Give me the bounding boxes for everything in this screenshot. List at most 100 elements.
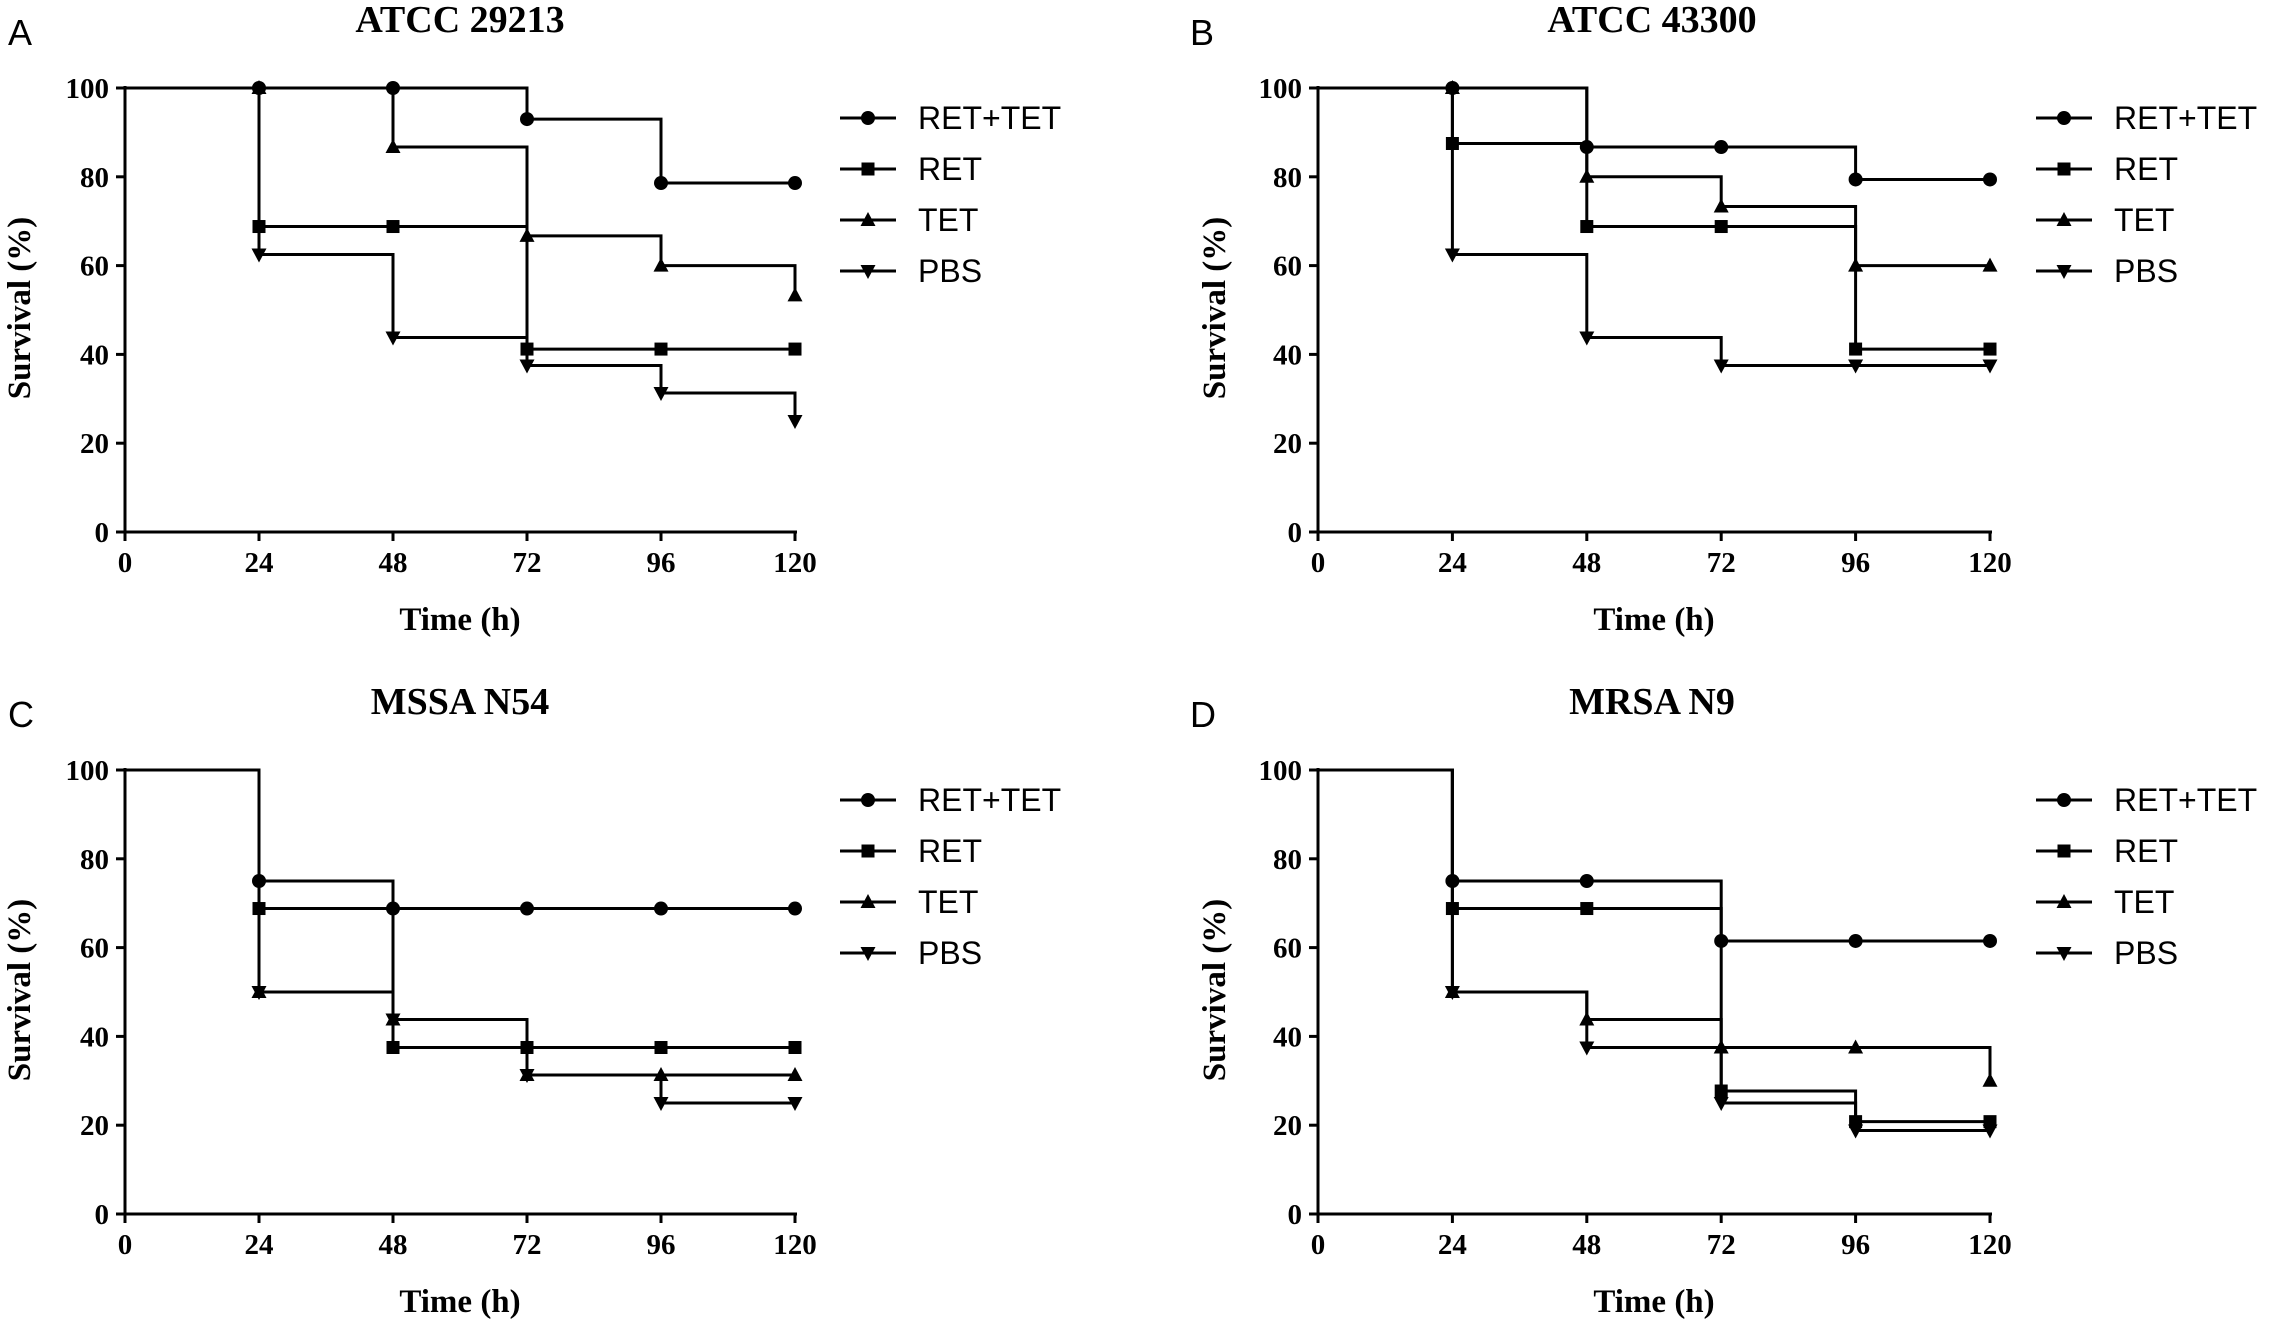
legend-label-ret-tet: RET+TET [2114, 782, 2257, 818]
y-tick-label: 40 [1273, 339, 1302, 371]
y-tick-label: 0 [95, 1199, 110, 1231]
y-tick-label: 40 [80, 339, 109, 371]
y-tick-label: 0 [1288, 1199, 1303, 1231]
legend-label-pbs: PBS [2114, 935, 2178, 971]
x-axis-label: Time (h) [1593, 1284, 1714, 1320]
y-tick-label: 80 [80, 844, 109, 876]
legend-marker-ret-tet [861, 111, 875, 125]
y-tick-label: 20 [80, 428, 109, 460]
plot-area: 0 24 48 72 96 120 0 20 40 60 80 100 [1259, 755, 2012, 1261]
data-point-pbs [1848, 359, 1864, 374]
legend-marker-ret-tet [861, 793, 875, 807]
data-point-pbs [653, 1097, 669, 1111]
x-tick-label: 96 [647, 547, 676, 579]
data-point-ret [1580, 902, 1594, 916]
data-point-tet [787, 1067, 803, 1082]
x-tick-label: 0 [1311, 547, 1326, 579]
x-tick-label: 48 [379, 1229, 408, 1261]
data-point-ret-tet [788, 176, 802, 191]
data-point-tet [1713, 198, 1729, 213]
data-point-tet [385, 139, 401, 154]
data-point-pbs [1713, 1097, 1729, 1111]
legend-label-pbs: PBS [918, 253, 982, 289]
x-axis-label: Time (h) [399, 602, 520, 638]
series-line-pbs [125, 86, 797, 421]
y-tick-label: 0 [95, 517, 110, 549]
legend-label-ret: RET [2114, 151, 2178, 187]
y-tick-label: 100 [66, 73, 110, 105]
series-line-tet [125, 86, 797, 296]
legend-label-ret-tet: RET+TET [918, 782, 1061, 818]
panel-letter: A [8, 12, 32, 53]
data-point-tet [1848, 257, 1864, 272]
plot-area: 0 24 48 72 96 120 0 20 40 60 80 100 [66, 73, 817, 579]
y-axis-label: Survival (%) [1197, 899, 1233, 1081]
series-line-pbs [1318, 768, 1990, 1133]
series-line-ret [1318, 768, 1990, 1124]
chart-title: MRSA N9 [1569, 681, 1735, 723]
series-line-ret-tet [125, 768, 795, 911]
data-point-ret [1849, 342, 1863, 356]
data-point-pbs [787, 1097, 803, 1111]
data-point-pbs [1848, 1124, 1864, 1139]
data-point-ret-tet [1848, 172, 1863, 187]
data-point-pbs [519, 1069, 535, 1084]
data-point-tet [1982, 257, 1998, 272]
legend-marker-tet [860, 894, 876, 908]
data-point-tet [1579, 168, 1595, 183]
legend-marker-ret-tet [2057, 111, 2071, 125]
y-tick-label: 60 [80, 251, 109, 283]
data-point-tet [653, 257, 669, 272]
data-point-ret-tet [1714, 140, 1729, 155]
chart-title: ATCC 29213 [355, 0, 564, 41]
y-axis-label: Survival (%) [2, 217, 38, 399]
legend-label-tet: TET [918, 202, 978, 238]
x-tick-label: 120 [773, 547, 817, 579]
x-tick-label: 72 [513, 1229, 542, 1261]
legend-marker-ret [2057, 162, 2071, 176]
panel-b: B ATCC 43300 Survival (%) Time (h) 0 24 48… [1190, 0, 2257, 638]
panel-d: D MRSA N9 Survival (%) Time (h) 0 24 48 72 9… [1190, 681, 2257, 1320]
legend-label-tet: TET [2114, 884, 2174, 920]
legend-label-pbs: PBS [918, 935, 982, 971]
series-line-tet [1318, 768, 1992, 1081]
data-point-ret-tet [654, 176, 668, 191]
data-point-ret [1983, 342, 1997, 356]
y-tick-label: 60 [1273, 251, 1302, 283]
x-tick-label: 96 [647, 1229, 676, 1261]
x-tick-label: 72 [1707, 1229, 1736, 1261]
series-line-ret [125, 86, 795, 351]
legend: RET+TET RET TET PBS [840, 100, 1061, 289]
x-tick-label: 24 [245, 547, 274, 579]
x-tick-label: 0 [118, 1229, 133, 1261]
y-tick-label: 20 [80, 1110, 109, 1142]
data-point-pbs [1579, 331, 1595, 346]
y-tick-label: 80 [1273, 844, 1302, 876]
y-axis-label: Survival (%) [1197, 217, 1233, 399]
data-point-ret-tet [520, 112, 534, 127]
data-point-tet [787, 287, 803, 302]
data-point-pbs [653, 387, 669, 402]
data-point-ret [386, 1041, 400, 1054]
x-tick-label: 120 [1968, 1229, 2012, 1261]
data-point-ret-tet [788, 901, 802, 916]
x-tick-label: 48 [1572, 1229, 1601, 1261]
series-line-ret-tet [125, 86, 795, 185]
legend-marker-tet [860, 212, 876, 226]
y-tick-label: 80 [1273, 162, 1302, 194]
legend-marker-ret [861, 162, 875, 176]
x-tick-label: 96 [1841, 1229, 1870, 1261]
data-point-ret-tet [520, 901, 534, 916]
series-line-tet [1318, 86, 1990, 268]
data-point-ret-tet [1579, 874, 1594, 888]
panel-c: C MSSA N54 Survival (%) Time (h) 0 24 48 72… [2, 681, 1061, 1320]
data-point-pbs [385, 331, 401, 346]
data-point-tet [1982, 1072, 1998, 1087]
legend-marker-pbs [860, 947, 876, 961]
data-point-ret-tet [1848, 933, 1863, 948]
legend-label-ret-tet: RET+TET [2114, 100, 2257, 136]
legend-label-ret: RET [918, 833, 982, 869]
y-tick-label: 40 [1273, 1021, 1302, 1053]
data-point-ret-tet [654, 901, 668, 916]
panel-letter: D [1190, 694, 1216, 735]
